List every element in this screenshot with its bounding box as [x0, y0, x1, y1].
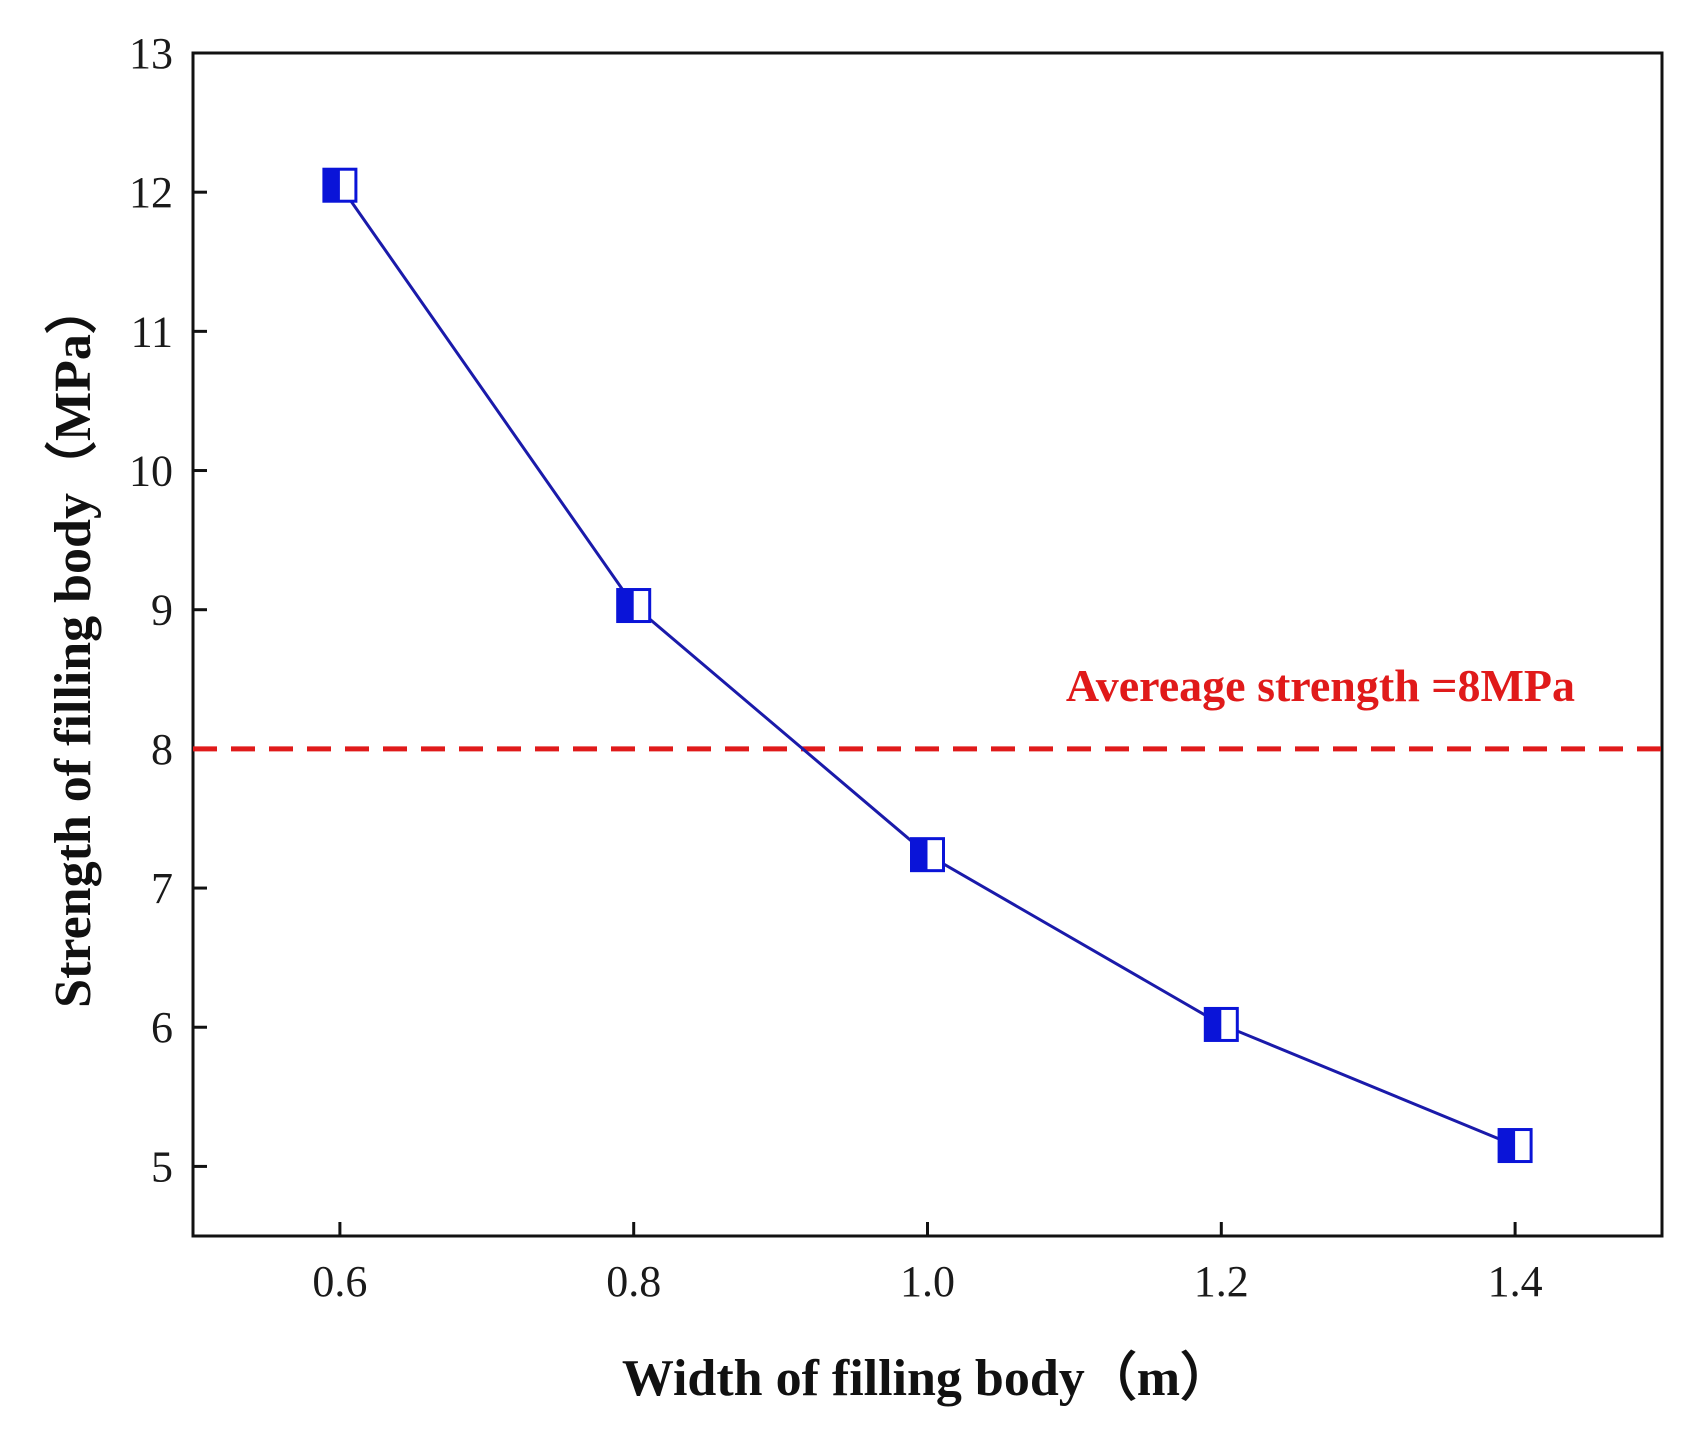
data-point-marker [910, 837, 945, 873]
series-markers [322, 167, 1533, 1164]
y-tick-label: 11 [131, 307, 173, 356]
y-tick-label: 10 [129, 447, 173, 496]
x-tick-label: 0.8 [606, 1257, 661, 1306]
x-tick-label: 1.2 [1194, 1257, 1249, 1306]
y-tick-label: 12 [129, 168, 173, 217]
reference-line-group: Avereage strength =8MPa [193, 660, 1662, 752]
x-axis-title: Width of filling body（m） [622, 1349, 1232, 1407]
x-tick-label: 1.4 [1488, 1257, 1543, 1306]
data-point-marker [322, 167, 358, 203]
data-point-marker [1203, 1006, 1239, 1042]
y-tick-label: 8 [151, 725, 173, 774]
y-tick-label: 7 [151, 864, 173, 913]
data-point-marker [616, 588, 652, 624]
reference-line-label: Avereage strength =8MPa [1066, 660, 1575, 711]
y-tick-label: 13 [129, 29, 173, 78]
data-point-marker [1497, 1128, 1533, 1164]
y-tick-label: 9 [151, 586, 173, 635]
y-tick-label: 6 [151, 1003, 173, 1052]
plot-frame [191, 51, 1664, 1238]
y-axis-title: Strength of filling body（MPa） [44, 282, 102, 1008]
x-tick-label: 1.0 [900, 1257, 955, 1306]
x-axis-ticks: 0.6 0.8 1.0 1.2 1.4 [312, 1222, 1543, 1306]
x-tick-label: 0.6 [312, 1257, 367, 1306]
y-axis-ticks: 5 6 7 8 9 10 11 12 13 [129, 29, 207, 1191]
y-tick-label: 5 [151, 1142, 173, 1191]
